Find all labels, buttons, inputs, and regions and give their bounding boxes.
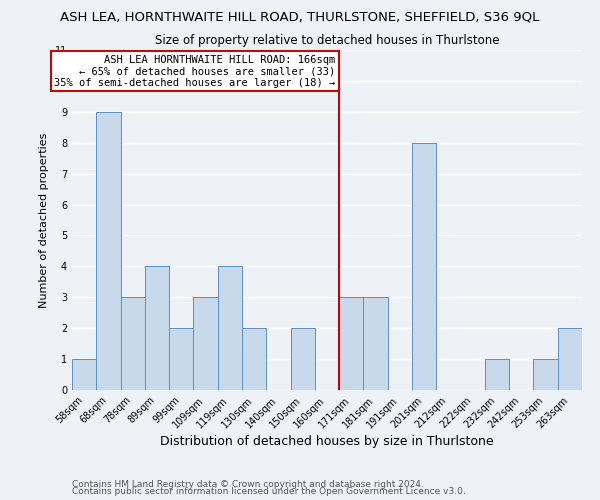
Bar: [96, 112, 121, 390]
Bar: [558, 328, 582, 390]
Text: ASH LEA HORNTHWAITE HILL ROAD: 166sqm
← 65% of detached houses are smaller (33)
: ASH LEA HORNTHWAITE HILL ROAD: 166sqm ← …: [54, 54, 335, 88]
Bar: [485, 359, 509, 390]
Bar: [290, 328, 315, 390]
Bar: [218, 266, 242, 390]
Bar: [242, 328, 266, 390]
Bar: [339, 298, 364, 390]
Bar: [72, 359, 96, 390]
Text: Contains public sector information licensed under the Open Government Licence v3: Contains public sector information licen…: [72, 488, 466, 496]
Bar: [193, 298, 218, 390]
Text: ASH LEA, HORNTHWAITE HILL ROAD, THURLSTONE, SHEFFIELD, S36 9QL: ASH LEA, HORNTHWAITE HILL ROAD, THURLSTO…: [61, 10, 539, 23]
Bar: [169, 328, 193, 390]
Title: Size of property relative to detached houses in Thurlstone: Size of property relative to detached ho…: [155, 34, 499, 48]
Bar: [364, 298, 388, 390]
Bar: [145, 266, 169, 390]
Bar: [533, 359, 558, 390]
Text: Contains HM Land Registry data © Crown copyright and database right 2024.: Contains HM Land Registry data © Crown c…: [72, 480, 424, 489]
Y-axis label: Number of detached properties: Number of detached properties: [40, 132, 49, 308]
Bar: [412, 142, 436, 390]
Bar: [121, 298, 145, 390]
X-axis label: Distribution of detached houses by size in Thurlstone: Distribution of detached houses by size …: [160, 436, 494, 448]
